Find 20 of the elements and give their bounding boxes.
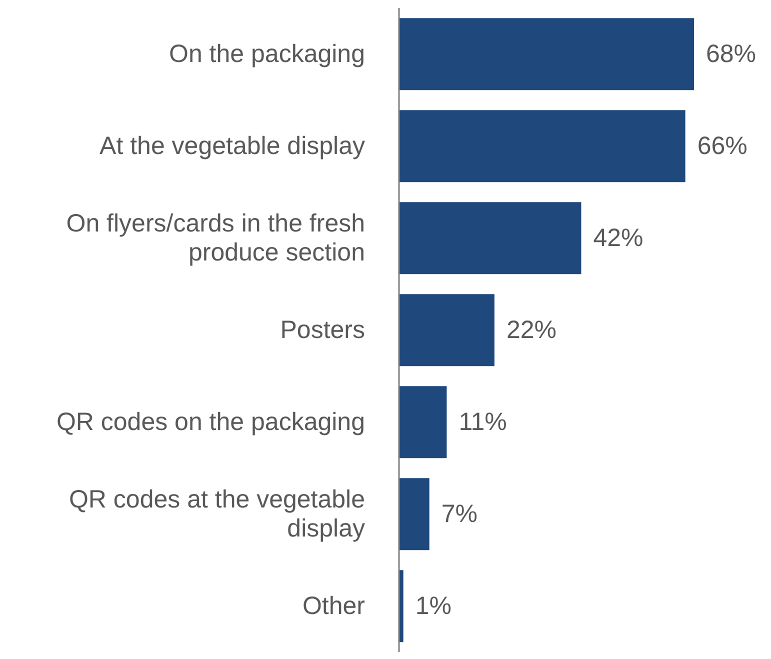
y-tick-label: Other xyxy=(302,592,365,620)
data-label: 42% xyxy=(593,224,644,252)
bar xyxy=(399,110,686,182)
y-tick-label: QR codes on the packaging xyxy=(56,408,365,436)
y-tick-label: At the vegetable display xyxy=(100,132,366,160)
bar xyxy=(399,478,430,550)
bar xyxy=(399,386,447,458)
data-label: 7% xyxy=(441,500,478,528)
y-tick-label: Posters xyxy=(280,316,365,344)
data-label: 22% xyxy=(506,316,556,344)
bar xyxy=(399,202,582,274)
data-label: 66% xyxy=(697,132,748,160)
data-label: 68% xyxy=(706,40,756,68)
data-label: 1% xyxy=(415,592,452,620)
bar xyxy=(399,294,494,366)
data-label: 11% xyxy=(458,408,507,436)
y-tick-label: On the packaging xyxy=(169,40,365,68)
y-tick-label: QR codes at the vegetable display xyxy=(68,486,366,542)
y-tick-label: On flyers/cards in the fresh produce section xyxy=(66,210,365,266)
bar xyxy=(399,18,694,90)
